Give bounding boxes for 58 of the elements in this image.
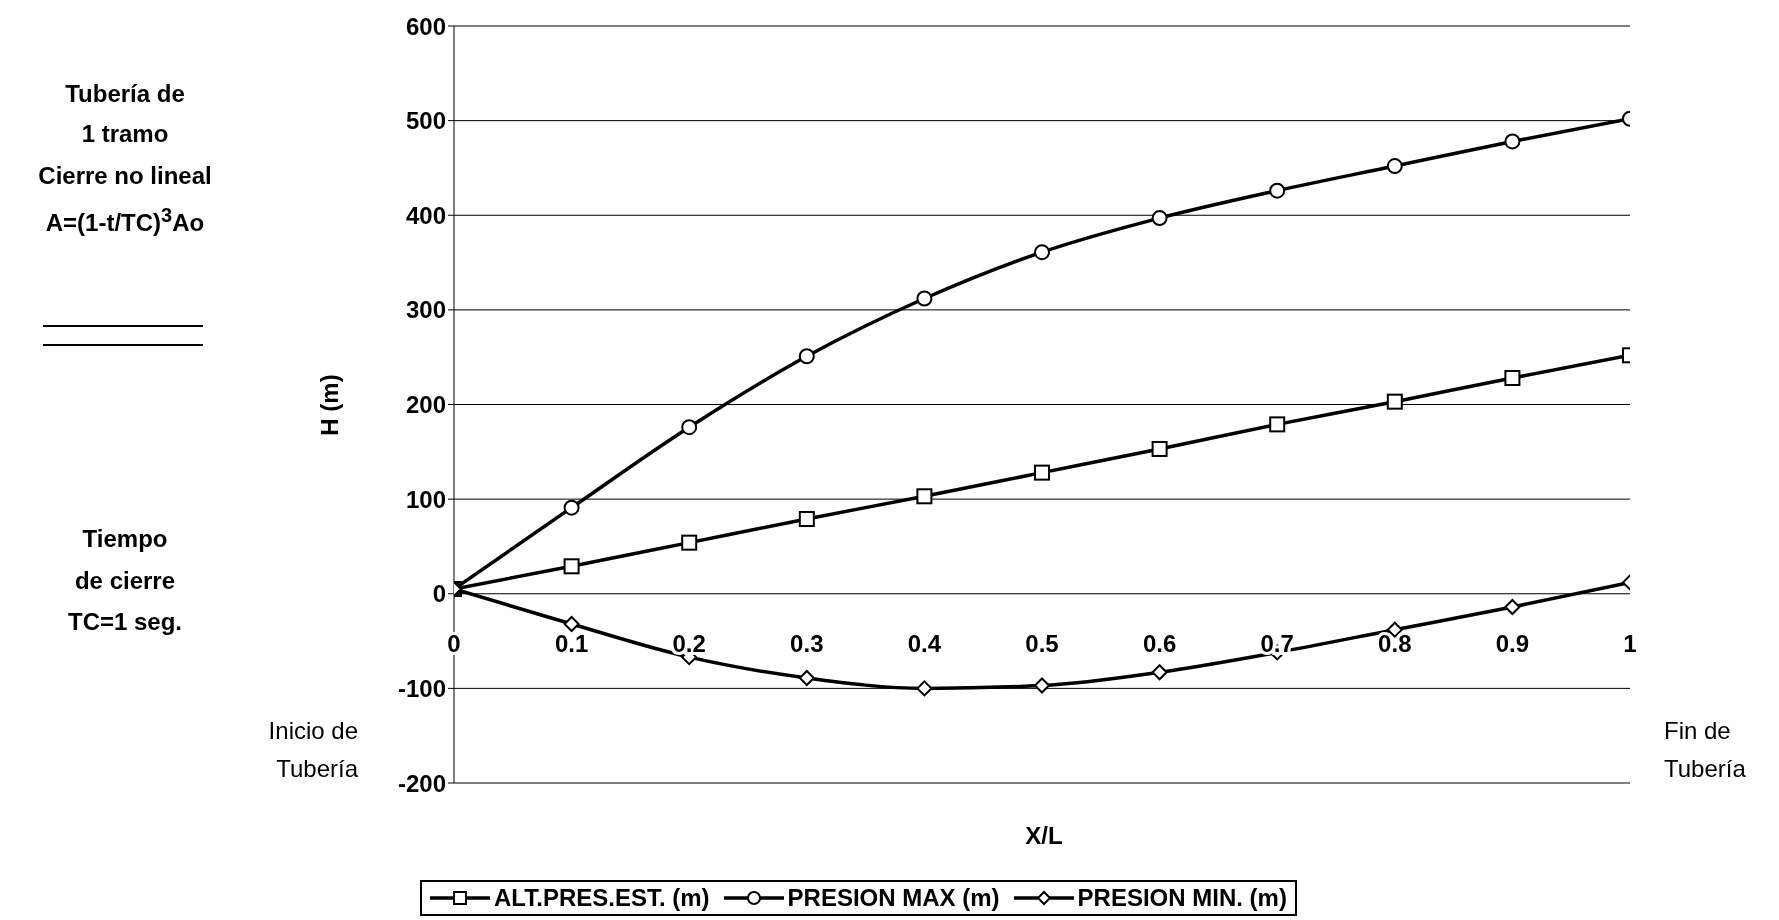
y-tick-label: 600 [405,12,446,40]
text: 1 tramo [81,120,169,147]
legend-label: PRESION MAX (m) [786,884,1000,912]
x-tick-label: 1 [1623,629,1637,657]
text: de cierre [74,567,176,594]
x-tick-label: 0.3 [790,629,824,657]
point [1034,244,1050,261]
point [1269,182,1286,199]
y-tick-label: 200 [405,391,446,419]
text: Tubería [1664,755,1746,782]
y-tick-label: -200 [397,769,446,797]
y-tick-label: -100 [397,674,446,702]
point [1386,393,1403,410]
text: Tubería [276,755,358,782]
text: Tubería de [65,80,185,107]
x-tick-label: 0.4 [907,629,942,657]
point [798,348,815,365]
point [916,680,933,697]
legend-label: ALT.PRES.EST. (m) [493,884,710,912]
point [916,290,933,307]
x-tick-label: 0.6 [1142,629,1177,657]
y-tick-label: 0 [432,580,446,608]
point [563,499,580,516]
point [916,488,933,505]
point [1034,464,1050,481]
point [1034,677,1050,694]
x-tick-label: 0.1 [554,629,589,657]
point [1504,599,1521,615]
y-tick-label: 500 [405,107,446,135]
x-tick-label: 0.2 [672,629,706,657]
point [681,419,698,436]
point [1386,158,1403,175]
point [1504,133,1521,150]
y-tick-label: 100 [405,485,446,513]
y-axis-title: H (m) [316,373,344,436]
point [563,558,580,575]
point [1151,664,1168,681]
x-axis-title: X/L [1024,822,1064,850]
legend-label: PRESION MIN. (m) [1076,884,1287,912]
point [1151,210,1168,227]
text: TC=1 seg. [67,608,183,635]
text: Fin de [1664,717,1731,744]
y-tick-label: 300 [405,296,446,324]
x-tick-label: 0.8 [1378,629,1412,657]
text: A=(1-t/TC)$^{3}$Ao [45,204,205,236]
x-tick-label: 0.9 [1495,629,1530,657]
point [798,669,815,686]
y-tick-label: 400 [405,201,446,229]
point [798,511,815,527]
point [563,616,580,633]
point [1269,416,1286,433]
point [1504,370,1521,387]
text: Tiempo [82,525,168,552]
text: Cierre no lineal [38,162,212,189]
x-tick-label: 0.5 [1025,629,1059,657]
point [681,534,698,551]
text: Inicio de [268,717,358,744]
point [1151,440,1168,457]
